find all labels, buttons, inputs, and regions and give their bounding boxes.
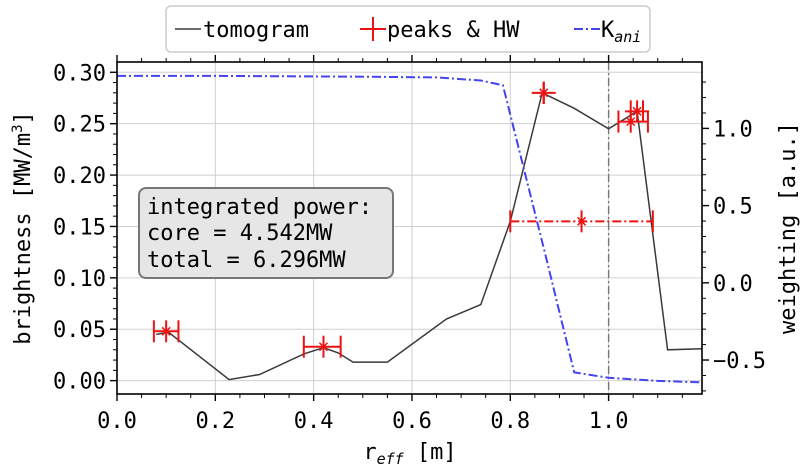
y-left-tick-label: 0.15: [53, 215, 106, 240]
peak-marker: [302, 335, 342, 358]
legend-kani-label: Kani: [601, 18, 641, 46]
y-right-tick-label: 0.5: [713, 195, 753, 220]
ticks-layer: 0.0 0.2 0.4 0.6 0.8 1.0 0.00 0.05 0.10 0.15 0.20 0.…: [53, 55, 766, 434]
y-left-tick-label: 0.20: [53, 164, 106, 189]
series-k-ani: [117, 74, 703, 384]
y-right-tick-label: 0.0: [713, 272, 753, 297]
annotation-line-3: total = 6.296MW: [147, 248, 346, 273]
x-tick-label: 1.0: [589, 409, 629, 434]
y-left-tick-label: 0.30: [53, 61, 106, 86]
peak-marker: [617, 110, 649, 133]
series-layer: [117, 74, 703, 384]
x-axis-label: reff [m]: [363, 440, 456, 468]
legend-peaks-swatch: [360, 17, 386, 41]
peak-marker: [531, 81, 556, 104]
annotation-line-1: integrated power:: [147, 195, 372, 220]
legend-peaks-label: peaks & HW: [387, 18, 520, 43]
y-left-tick-label: 0.05: [53, 318, 106, 343]
y-right-tick-label: −0.5: [713, 349, 766, 374]
x-tick-label: 0.6: [392, 409, 432, 434]
y-axis-right-label: weighting [a.u.]: [776, 122, 801, 334]
series-tomogram: [156, 91, 703, 381]
x-tick-label: 0.8: [490, 409, 530, 434]
peak-marker: [509, 210, 654, 233]
y-left-tick-label: 0.25: [53, 113, 106, 138]
annotation-line-2: core = 4.542MW: [147, 221, 333, 246]
peaks-layer: [152, 81, 654, 358]
x-tick-label: 0.4: [294, 409, 334, 434]
y-left-tick-label: 0.10: [53, 267, 106, 292]
y-left-tick-label: 0.00: [53, 370, 106, 395]
x-tick-label: 0.0: [97, 409, 137, 434]
peak-marker: [152, 320, 180, 343]
y-axis-left-label: brightness [MW/m3]: [10, 111, 36, 345]
y-right-tick-label: 1.0: [713, 117, 753, 142]
legend-tomogram-label: tomogram: [203, 18, 309, 43]
plot-frame: [116, 61, 703, 395]
x-tick-label: 0.2: [195, 409, 235, 434]
integrated-power-box: integrated power: core = 4.542MW total =…: [138, 187, 394, 279]
legend: tomogram peaks & HW Kani: [165, 5, 651, 53]
